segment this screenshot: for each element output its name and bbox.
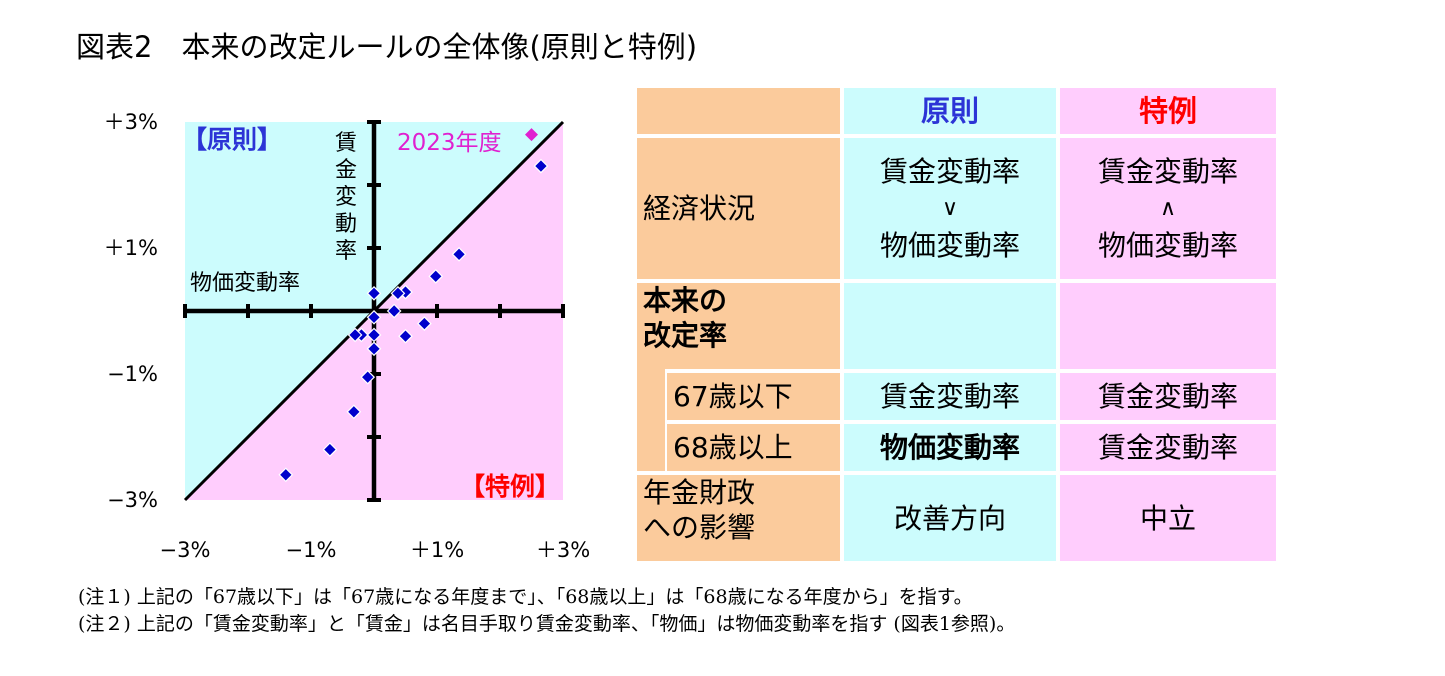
region-lower-label: 【特例】	[460, 472, 560, 501]
comparison-table: 原則 特例 経済状況 賃金変動率 ∨ 物価変動率 賃金変動率 ∧ 物価変動率 本…	[637, 88, 1276, 561]
data-point	[366, 327, 382, 343]
under67-label: 67歳以下	[665, 373, 840, 420]
x-axis-label: 物価変動率	[190, 271, 300, 296]
over68-principle-cell: 物価変動率	[844, 424, 1056, 471]
under67-exception-cell: 賃金変動率	[1060, 373, 1276, 420]
scatter-chart: ＋3% ＋1% −1% −3% −3% −1% ＋1% ＋3% 物価変動率 賃金変動率 【原則】【特…	[104, 110, 590, 562]
data-point	[366, 286, 382, 301]
economy-exception-line3: 物価変動率	[1097, 229, 1238, 263]
row-label-under67: 67歳以下	[637, 369, 840, 424]
economy-principle-cell: 賃金変動率 ∨ 物価変動率	[844, 138, 1056, 279]
under67-principle-cell: 賃金変動率	[844, 373, 1056, 420]
table-corner-cell	[637, 88, 840, 134]
data-point	[451, 246, 467, 262]
y-tick-label: −3%	[107, 488, 158, 512]
over68-label: 68歳以上	[665, 424, 840, 471]
data-point	[366, 341, 382, 357]
x-tick-label: −3%	[160, 538, 211, 562]
footnote-1: (注１) 上記の「67歳以下」は「67歳になる年度まで」、「68歳以上」は「68…	[78, 586, 973, 608]
region-upper-label: 【原則】	[182, 125, 282, 154]
row-label-over68: 68歳以上	[637, 420, 840, 471]
footnotes: (注１) 上記の「67歳以下」は「67歳になる年度まで」、「68歳以上」は「68…	[78, 584, 1015, 638]
revision-label-line2: 改定率	[643, 319, 728, 352]
header-exception: 特例	[1060, 88, 1276, 134]
data-point	[366, 309, 382, 325]
data-point	[386, 303, 402, 319]
y-tick-label: −1%	[107, 362, 158, 386]
finance-label-line2: への影響	[643, 511, 756, 544]
y-tick-label: ＋3%	[104, 110, 158, 134]
over68-exception-cell: 賃金変動率	[1060, 424, 1276, 471]
x-tick-label: ＋1%	[410, 538, 464, 562]
economy-principle-line2: ∨	[941, 195, 959, 221]
revision-principle-cell	[844, 283, 1056, 369]
economy-exception-line1: 賃金変動率	[1097, 154, 1238, 188]
data-point	[346, 404, 362, 420]
highlight-point	[525, 128, 538, 142]
y-axis-label: 賃金変動率	[335, 131, 357, 264]
revision-exception-cell	[1060, 283, 1276, 369]
revision-label-line1: 本来の	[643, 284, 728, 317]
data-point	[390, 286, 406, 301]
data-point	[533, 158, 549, 174]
x-tick-label: −1%	[286, 538, 337, 562]
finance-principle-cell: 改善方向	[844, 475, 1056, 561]
row-label-finance: 年金財政 への影響	[637, 475, 840, 561]
data-point	[417, 316, 432, 331]
economy-exception-line2: ∧	[1159, 195, 1177, 221]
data-point	[347, 327, 363, 343]
figure-title: 図表2 本来の改定ルールの全体像(原則と特例)	[76, 30, 698, 64]
economy-principle-line1: 賃金変動率	[879, 154, 1020, 188]
x-tick-label: ＋3%	[536, 538, 590, 562]
data-point	[398, 328, 413, 344]
data-point	[428, 269, 444, 284]
data-point	[278, 467, 294, 483]
y-tick-label: ＋1%	[104, 236, 158, 260]
footnote-2: (注２) 上記の「賃金変動率」と「賃金」は名目手取り賃金変動率、「物価」は物価変…	[78, 613, 1016, 635]
finance-label-line1: 年金財政	[643, 476, 756, 509]
highlight-label: 2023年度	[397, 130, 502, 156]
data-point	[360, 369, 376, 385]
row-label-revision: 本来の 改定率	[637, 283, 840, 369]
row-label-economy: 経済状況	[637, 138, 840, 279]
economy-exception-cell: 賃金変動率 ∧ 物価変動率	[1060, 138, 1276, 279]
header-principle: 原則	[844, 88, 1056, 134]
data-point	[322, 442, 338, 457]
finance-exception-cell: 中立	[1060, 475, 1276, 561]
economy-principle-line3: 物価変動率	[879, 229, 1020, 263]
